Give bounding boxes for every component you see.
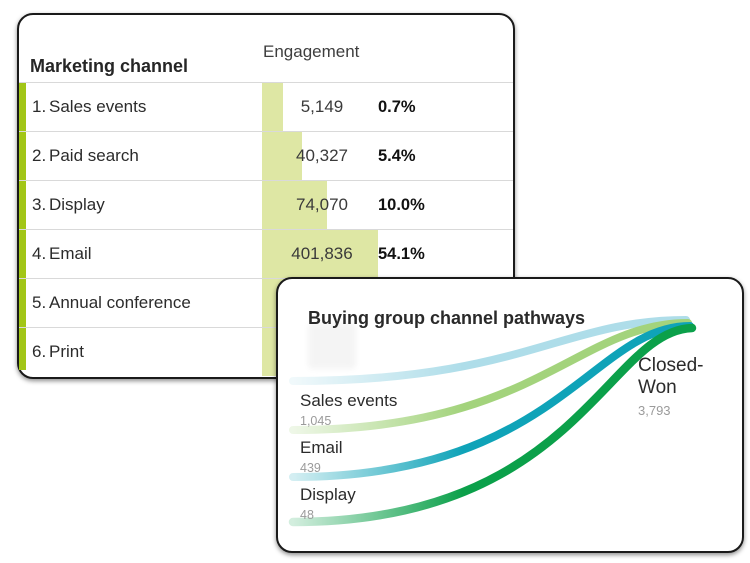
flow-line-unlabeled bbox=[289, 316, 690, 385]
row-label: Sales events bbox=[49, 97, 147, 116]
sankey-flow-chart bbox=[288, 316, 697, 527]
pathways-card: Buying group channel pathways bbox=[276, 277, 744, 553]
row-label: Display bbox=[49, 195, 105, 214]
flow-line-email bbox=[289, 322, 694, 481]
row-percent: 5.4% bbox=[378, 146, 416, 165]
node-value: 48 bbox=[300, 508, 314, 522]
row-label: Print bbox=[49, 342, 84, 361]
flow-line-sales-events bbox=[289, 319, 692, 434]
row-percent: 54.1% bbox=[378, 244, 425, 263]
target-node-closed-won: Closed-Won 3,793 bbox=[638, 355, 742, 418]
source-node-sales-events: Sales events 1,045 bbox=[300, 391, 397, 428]
row-label: Email bbox=[49, 244, 92, 263]
pathways-title: Buying group channel pathways bbox=[308, 307, 586, 328]
node-label: Sales events bbox=[300, 391, 398, 410]
engagement-bar bbox=[262, 181, 327, 229]
row-value: 401,836 bbox=[291, 244, 353, 263]
engagement-bar bbox=[262, 83, 283, 131]
row-rank: 2. bbox=[32, 146, 47, 165]
row-rank: 1. bbox=[32, 97, 47, 116]
row-percent: 0.7% bbox=[378, 97, 416, 116]
source-node-email: Email 439 bbox=[300, 438, 343, 475]
node-value: 439 bbox=[300, 461, 321, 475]
marketing-channel-card: Marketing channel Engagement 1. Sales eve… bbox=[17, 13, 515, 379]
table-row: 4. Email 401,836 54.1% bbox=[19, 229, 513, 278]
row-rank: 3. bbox=[32, 195, 47, 214]
row-label: Annual conference bbox=[49, 293, 191, 312]
accent-stripe bbox=[19, 82, 26, 370]
row-value: 40,327 bbox=[296, 146, 348, 165]
table-row: 1. Sales events 5,149 0.7% bbox=[19, 82, 513, 131]
row-percent: 10.0% bbox=[378, 195, 425, 214]
table-row: 3. Display 74,070 10.0% bbox=[19, 180, 513, 229]
node-value: 1,045 bbox=[300, 414, 332, 428]
faded-label-placeholder bbox=[308, 323, 356, 369]
node-label: Closed-Won bbox=[638, 355, 704, 398]
table-body: 1. Sales events 5,149 0.7% 2. Paid search … bbox=[19, 82, 513, 376]
row-rank: 6. bbox=[32, 342, 47, 361]
node-label: Email bbox=[300, 438, 343, 457]
engagement-bar bbox=[262, 132, 302, 180]
row-value: 5,149 bbox=[300, 97, 344, 116]
node-label: Display bbox=[300, 485, 356, 504]
row-rank: 5. bbox=[32, 293, 47, 312]
source-node-display: Display 48 bbox=[300, 485, 356, 522]
node-value: 3,793 bbox=[638, 403, 671, 418]
row-value: 74,070 bbox=[296, 195, 348, 214]
engagement-bar bbox=[262, 230, 378, 278]
row-label: Paid search bbox=[49, 146, 139, 165]
engagement-column-header: Engagement bbox=[263, 42, 360, 61]
flow-line-display bbox=[288, 323, 697, 527]
table-row: 2. Paid search 40,327 5.4% bbox=[19, 131, 513, 180]
row-rank: 4. bbox=[32, 244, 47, 263]
table-title: Marketing channel bbox=[30, 55, 189, 76]
